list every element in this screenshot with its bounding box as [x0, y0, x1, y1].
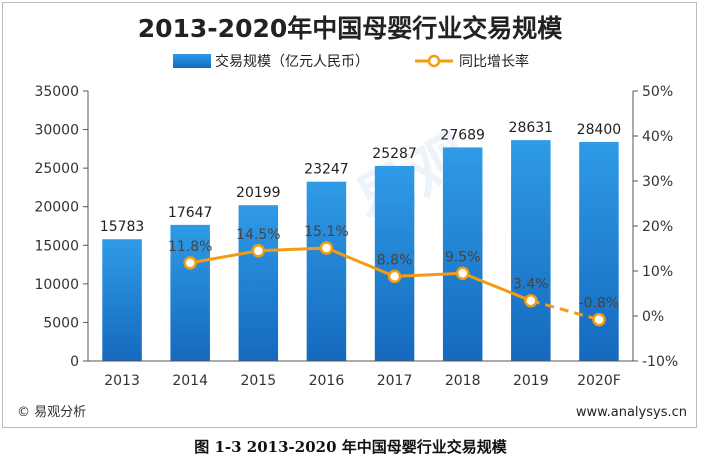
bar-labels: 15783 17647 20199 23247 25287 27689 28631 28400 — [100, 120, 621, 235]
bar-value-label: 17647 — [168, 205, 213, 221]
growth-line-segment — [258, 246, 327, 253]
bar — [442, 147, 483, 361]
bar-value-label: 25287 — [372, 146, 417, 162]
chart-title: 2013-2020年中国母婴行业交易规模 — [138, 14, 564, 43]
growth-line-segment — [530, 299, 600, 322]
growth-value-label: 11.8% — [168, 239, 212, 255]
left-tick-label: 10000 — [34, 277, 79, 293]
right-tick-label: 50% — [642, 84, 673, 100]
x-tick-label: 2015 — [240, 373, 276, 389]
growth-point — [455, 266, 470, 280]
x-tick-label: 2019 — [513, 373, 549, 389]
legend-bar-swatch — [173, 54, 211, 68]
left-tick-label: 5000 — [43, 315, 79, 331]
chart-frame: 易观 2013-2020年中国母婴行业交易规模 交易规模（亿元人民币） 同比增长… — [2, 2, 697, 428]
bar — [170, 224, 210, 361]
figure-caption: 图 1-3 2013-2020 年中国母婴行业交易规模 — [194, 438, 507, 456]
left-tick-label: 0 — [70, 354, 79, 370]
right-tick-label: 30% — [642, 174, 673, 190]
footer-source: © 易观分析 — [17, 405, 86, 420]
growth-value-label: 8.8% — [377, 252, 413, 268]
left-axis: 0 5000 10000 15000 20000 25000 30000 35000 — [34, 84, 89, 370]
growth-point — [319, 241, 334, 255]
bars — [102, 140, 619, 361]
growth-point — [183, 256, 197, 270]
growth-line — [183, 241, 606, 327]
growth-point — [592, 312, 606, 327]
bar-value-label: 23247 — [304, 162, 349, 178]
x-tick-label: 2017 — [377, 373, 413, 389]
right-tick-label: 40% — [642, 129, 673, 145]
left-tick-label: 30000 — [34, 123, 79, 139]
bar-value-label: 28400 — [577, 122, 622, 138]
left-tick-label: 35000 — [34, 84, 79, 100]
bar-value-label: 28631 — [509, 120, 554, 136]
growth-line-segment — [325, 246, 396, 278]
legend: 交易规模（亿元人民币） 同比增长率 — [173, 53, 529, 70]
x-tick-label: 2016 — [309, 373, 345, 389]
left-tick-label: 25000 — [34, 161, 79, 177]
bar-value-label: 20199 — [236, 185, 281, 201]
bar — [102, 239, 142, 361]
bar-value-label: 15783 — [100, 219, 145, 235]
growth-point — [524, 293, 538, 308]
right-axis: -10% 0% 10% 20% 30% 40% 50% — [632, 84, 678, 370]
right-tick-label: -10% — [642, 354, 678, 370]
bar — [374, 165, 415, 361]
growth-value-label: 3.4% — [513, 277, 549, 293]
left-tick-label: 15000 — [34, 238, 79, 254]
growth-value-label: -0.8% — [579, 296, 620, 312]
growth-line-segment — [189, 249, 259, 265]
growth-point — [387, 269, 402, 284]
x-axis: 2013 2014 2015 2016 2017 2018 2019 2020F — [88, 360, 633, 389]
chart-svg: 易观 2013-2020年中国母婴行业交易规模 交易规模（亿元人民币） 同比增长… — [17, 14, 687, 420]
growth-point — [251, 244, 266, 258]
x-tick-label: 2014 — [172, 373, 208, 389]
left-tick-label: 20000 — [34, 200, 79, 216]
bar — [306, 181, 347, 361]
legend-line-marker — [427, 54, 441, 68]
x-tick-label: 2018 — [445, 373, 481, 389]
growth-value-label: 14.5% — [236, 227, 280, 243]
legend-line-label: 同比增长率 — [459, 53, 529, 70]
bar — [238, 205, 279, 361]
growth-value-label: 15.1% — [304, 224, 348, 240]
legend-bar-label: 交易规模（亿元人民币） — [215, 53, 369, 70]
right-tick-label: 0% — [642, 309, 664, 325]
x-tick-label: 2013 — [104, 373, 140, 389]
right-tick-label: 20% — [642, 219, 673, 235]
growth-value-label: 9.5% — [445, 249, 481, 265]
growth-line-segment — [462, 271, 532, 303]
footer-url: www.analysys.cn — [576, 405, 687, 420]
x-tick-label: 2020F — [577, 373, 621, 389]
bar-value-label: 27689 — [440, 127, 485, 143]
right-tick-label: 10% — [642, 264, 673, 280]
bar — [579, 141, 619, 361]
bar — [511, 140, 551, 361]
growth-labels: 11.8% 14.5% 15.1% 8.8% 9.5% 3.4% -0.8% — [168, 224, 619, 312]
growth-line-segment — [394, 271, 463, 278]
